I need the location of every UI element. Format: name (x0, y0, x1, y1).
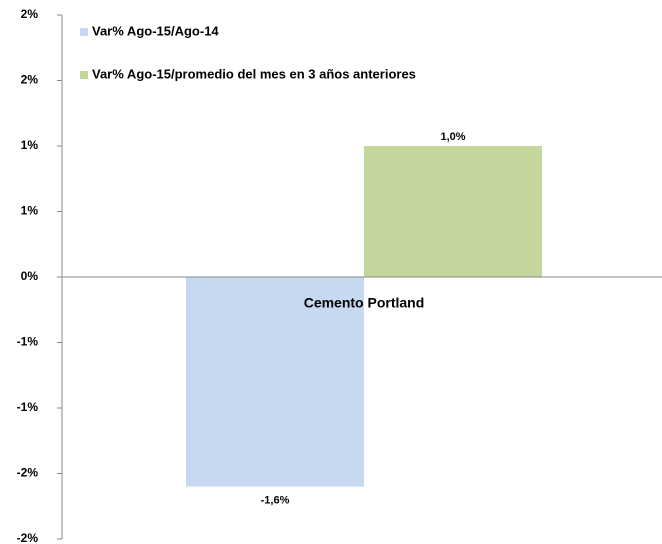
y-tick-label: -1% (17, 335, 39, 349)
y-tick-label: -2% (17, 531, 39, 544)
legend-label: Var% Ago-15/Ago-14 (92, 23, 219, 38)
legend-swatch (80, 71, 88, 79)
x-tick-label: Cemento Portland (304, 295, 425, 311)
value-label: 1,0% (440, 131, 465, 143)
legend-label: Var% Ago-15/promedio del mes en 3 años a… (92, 66, 416, 81)
y-tick-label: -1% (17, 400, 39, 414)
y-tick-label: 0% (21, 269, 39, 283)
value-label: -1,6% (261, 495, 290, 507)
bar (364, 146, 542, 277)
legend-swatch (80, 28, 88, 36)
y-tick-label: 2% (21, 73, 39, 87)
y-tick-label: 2% (21, 7, 39, 21)
y-tick-label: 1% (21, 204, 39, 218)
y-tick-label: -2% (17, 466, 39, 480)
bar (186, 277, 364, 487)
y-tick-label: 1% (21, 138, 39, 152)
